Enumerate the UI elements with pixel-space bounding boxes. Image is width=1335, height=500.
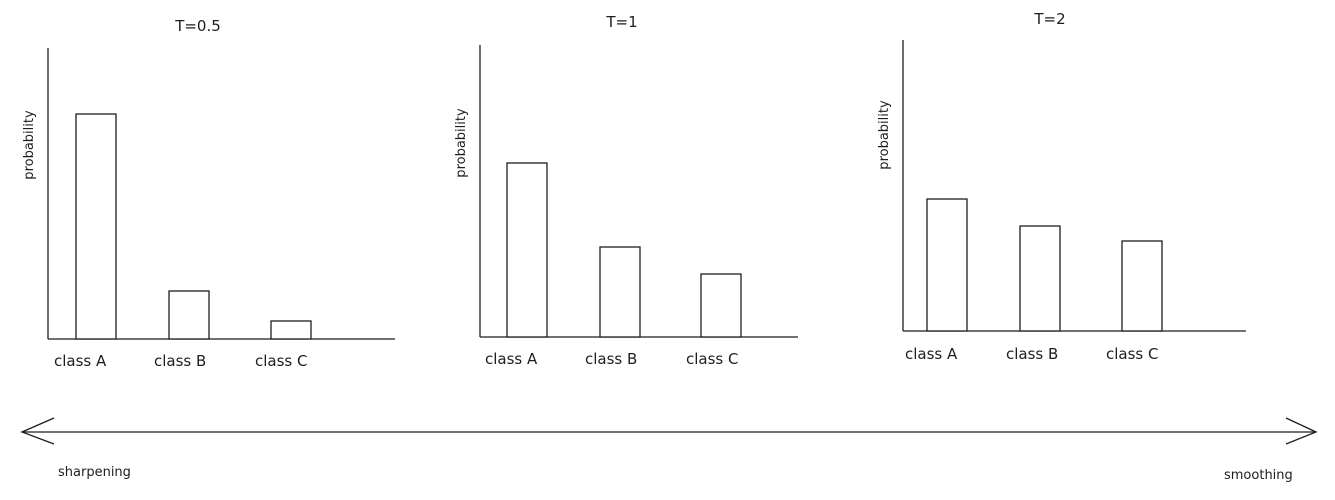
chart-panel: T=0.5 probability class A class B class C [22,17,395,370]
left-arrowhead [20,417,55,445]
sharpening-label: sharpening [58,465,131,480]
y-axis-label: probability [877,100,892,170]
tick-label: class C [1106,345,1158,363]
tick-label: class A [485,350,538,368]
tick-label: class B [154,352,206,370]
bar [599,246,641,338]
chart-panel: T=1 probability class A class B class C [454,13,798,368]
bar [1121,240,1163,332]
chart-title: T=1 [605,13,637,31]
bar [270,320,312,340]
bar [1019,225,1061,332]
bar [506,162,548,338]
y-axis-label: probability [454,108,469,178]
bar [926,198,968,332]
tick-label: class C [255,352,307,370]
bar [75,113,117,340]
y-axis-label: probability [22,110,37,180]
bar [168,290,210,340]
spectrum-arrow: sharpening smoothing [20,417,1318,483]
chart-panel: T=2 probability class A class B class C [877,10,1246,363]
right-arrowhead [1285,417,1318,445]
tick-label: class B [585,350,637,368]
tick-label: class C [686,350,738,368]
chart-title: T=0.5 [174,17,221,35]
tick-label: class B [1006,345,1058,363]
bar [700,273,742,338]
tick-label: class A [905,345,958,363]
smoothing-label: smoothing [1224,468,1293,483]
tick-label: class A [54,352,107,370]
chart-title: T=2 [1033,10,1065,28]
